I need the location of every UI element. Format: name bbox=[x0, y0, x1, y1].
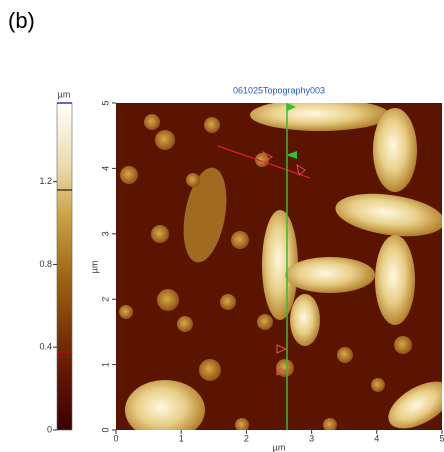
colorbar-tick-label: 0.8 bbox=[39, 259, 52, 269]
x-tick-label: 4 bbox=[374, 433, 379, 443]
y-tick-label: 3 bbox=[100, 231, 110, 236]
colorbar-tick-label: 1.2 bbox=[39, 176, 52, 186]
y-tick-label: 1 bbox=[100, 362, 110, 367]
colorbar bbox=[57, 103, 72, 430]
x-tick-label: 0 bbox=[113, 433, 118, 443]
colorbar-tick-label: 0 bbox=[47, 424, 52, 434]
y-axis-label: µm bbox=[89, 261, 99, 274]
x-tick-label: 2 bbox=[244, 433, 249, 443]
x-axis-label: µm bbox=[273, 442, 286, 452]
page: (b) 061025Topography003 µm µm µm 00.40. bbox=[0, 0, 444, 452]
colorbar-unit: µm bbox=[58, 89, 71, 99]
x-tick-label: 3 bbox=[309, 433, 314, 443]
x-tick-label: 1 bbox=[179, 433, 184, 443]
x-tick-label: 5 bbox=[439, 433, 444, 443]
topography-image bbox=[116, 99, 444, 440]
image-title: 061025Topography003 bbox=[233, 85, 325, 95]
y-tick-label: 2 bbox=[100, 297, 110, 302]
y-tick-label: 5 bbox=[100, 100, 110, 105]
panel-label: (b) bbox=[8, 8, 35, 33]
colorbar-tick-label: 0.4 bbox=[39, 342, 52, 352]
y-tick-label: 4 bbox=[100, 166, 110, 171]
y-tick-label: 0 bbox=[100, 427, 110, 432]
